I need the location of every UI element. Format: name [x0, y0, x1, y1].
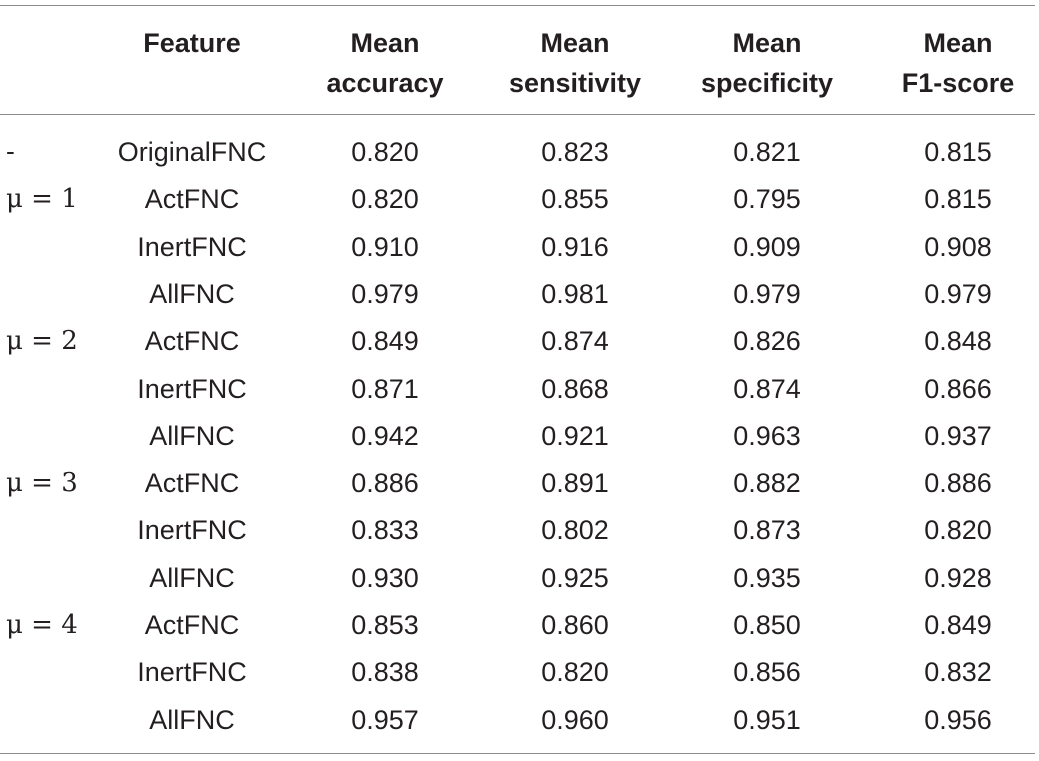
- header-mean-sensitivity: Mean sensitivity: [495, 23, 655, 103]
- sensitivity-cell: 0.860: [541, 610, 609, 640]
- specificity-cell: 0.826: [733, 326, 801, 357]
- feature-cell: ActFNC: [144, 468, 240, 499]
- f1-score-cell: 0.815: [924, 184, 992, 215]
- accuracy-cell: 0.957: [351, 704, 419, 735]
- header-accuracy-line1: Mean: [350, 28, 420, 58]
- header-feature: Feature: [102, 23, 282, 63]
- f1-score-cell: 0.886: [924, 468, 992, 499]
- accuracy-cell: 0.833: [351, 515, 419, 546]
- specificity-cell: 0.873: [733, 515, 801, 546]
- header-feature-line1: Feature: [143, 28, 241, 58]
- specificity-cell: 0.821: [733, 137, 801, 167]
- sensitivity-cell: 0.868: [541, 373, 609, 404]
- accuracy-cell: 0.886: [351, 468, 419, 499]
- accuracy-cell: 0.849: [351, 326, 419, 357]
- header-sensitivity-line2: sensitivity: [508, 68, 642, 98]
- specificity-cell: 0.856: [733, 657, 801, 688]
- feature-cell: AllFNC: [149, 278, 235, 309]
- f1-score-cell: 0.820: [924, 515, 992, 546]
- table-top-rule: [0, 5, 1035, 6]
- group-cell: -: [6, 137, 15, 167]
- sensitivity-cell: 0.855: [541, 184, 609, 215]
- feature-cell: ActFNC: [144, 610, 240, 640]
- f1-score-cell: 0.937: [924, 420, 992, 451]
- table-header-rule: [0, 114, 1035, 115]
- specificity-cell: 0.874: [733, 373, 801, 404]
- f1-score-cell: 0.956: [924, 704, 992, 735]
- specificity-cell: 0.963: [733, 420, 801, 451]
- header-specificity-line1: Mean: [732, 28, 802, 58]
- header-accuracy-line2: accuracy: [326, 68, 444, 98]
- specificity-cell: 0.979: [733, 278, 801, 309]
- feature-cell: InertFNC: [137, 231, 247, 262]
- f1-score-cell: 0.908: [924, 231, 992, 262]
- accuracy-cell: 0.910: [351, 231, 419, 262]
- specificity-cell: 0.909: [733, 231, 801, 262]
- accuracy-cell: 0.820: [351, 184, 419, 215]
- f1-score-cell: 0.832: [924, 657, 992, 688]
- feature-cell: AllFNC: [149, 420, 235, 451]
- feature-cell: AllFNC: [149, 704, 235, 735]
- f1-score-cell: 0.815: [924, 137, 992, 167]
- specificity-cell: 0.935: [733, 562, 801, 593]
- feature-cell: InertFNC: [137, 373, 247, 404]
- sensitivity-cell: 0.916: [541, 231, 609, 262]
- group-cell: μ = 4: [6, 610, 78, 640]
- feature-cell: ActFNC: [144, 184, 240, 215]
- specificity-cell: 0.882: [733, 468, 801, 499]
- accuracy-cell: 0.838: [351, 657, 419, 688]
- sensitivity-cell: 0.802: [541, 515, 609, 546]
- f1-score-cell: 0.866: [924, 373, 992, 404]
- header-mean-f1-score: Mean F1-score: [878, 23, 1038, 103]
- accuracy-cell: 0.871: [351, 373, 419, 404]
- sensitivity-cell: 0.921: [541, 420, 609, 451]
- sensitivity-cell: 0.820: [541, 657, 609, 688]
- feature-cell: InertFNC: [137, 515, 247, 546]
- sensitivity-cell: 0.874: [541, 326, 609, 357]
- feature-cell: OriginalFNC: [117, 137, 267, 167]
- sensitivity-cell: 0.981: [541, 278, 609, 309]
- header-sensitivity-line1: Mean: [540, 28, 610, 58]
- header-mean-specificity: Mean specificity: [687, 23, 847, 103]
- sensitivity-cell: 0.925: [541, 562, 609, 593]
- sensitivity-cell: 0.823: [541, 137, 609, 167]
- accuracy-cell: 0.853: [351, 610, 419, 640]
- feature-cell: InertFNC: [137, 657, 247, 688]
- sensitivity-cell: 0.891: [541, 468, 609, 499]
- f1-score-cell: 0.849: [924, 610, 992, 640]
- specificity-cell: 0.951: [733, 704, 801, 735]
- specificity-cell: 0.850: [733, 610, 801, 640]
- accuracy-cell: 0.942: [351, 420, 419, 451]
- accuracy-cell: 0.820: [351, 137, 419, 167]
- sensitivity-cell: 0.960: [541, 704, 609, 735]
- f1-score-cell: 0.848: [924, 326, 992, 357]
- group-cell: μ = 3: [6, 468, 78, 499]
- specificity-cell: 0.795: [733, 184, 801, 215]
- header-f1-line1: Mean: [923, 28, 993, 58]
- accuracy-cell: 0.930: [351, 562, 419, 593]
- table-bottom-rule: [0, 753, 1035, 754]
- group-cell: μ = 1: [6, 184, 78, 215]
- f1-score-cell: 0.979: [924, 278, 992, 309]
- feature-cell: AllFNC: [149, 562, 235, 593]
- feature-cell: ActFNC: [144, 326, 240, 357]
- accuracy-cell: 0.979: [351, 278, 419, 309]
- f1-score-cell: 0.928: [924, 562, 992, 593]
- group-cell: μ = 2: [6, 326, 78, 357]
- header-mean-accuracy: Mean accuracy: [305, 23, 465, 103]
- header-f1-line2: F1-score: [901, 68, 1015, 98]
- header-specificity-line2: specificity: [700, 68, 834, 98]
